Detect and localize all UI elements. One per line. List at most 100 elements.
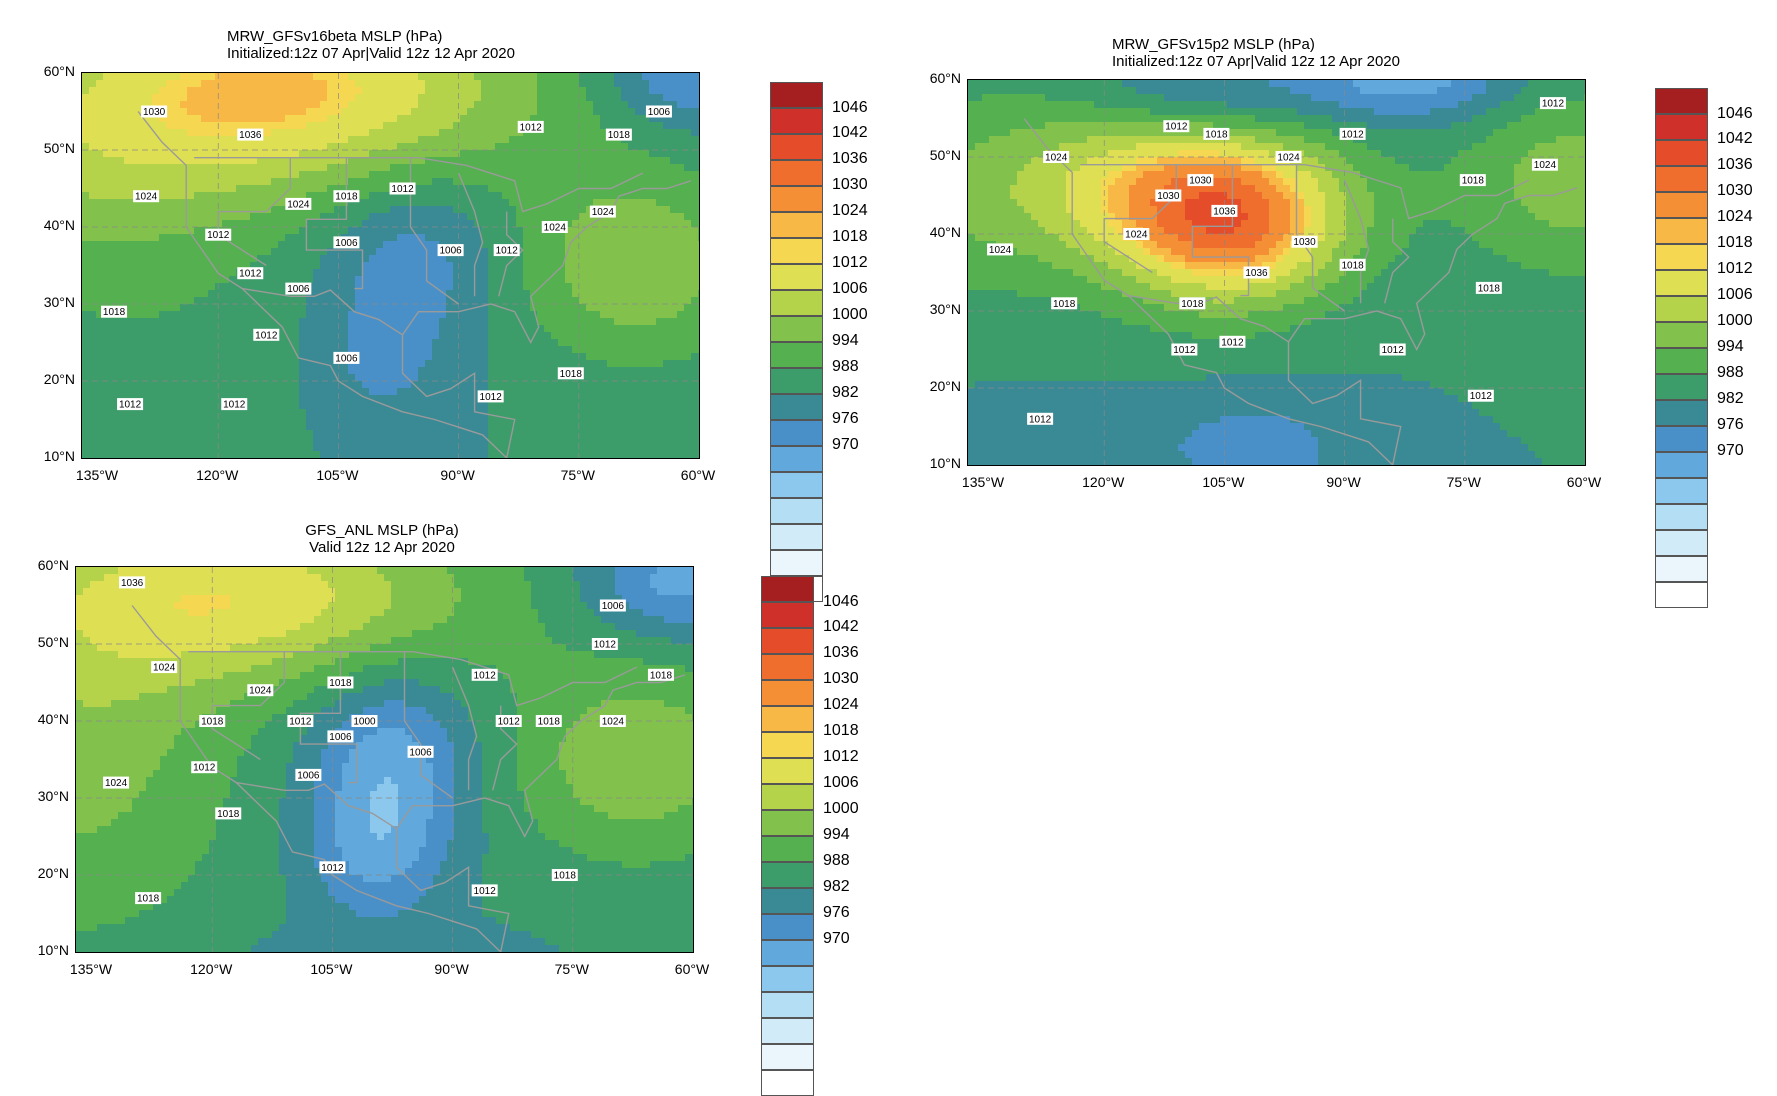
contour-label-text: 1018 xyxy=(650,670,673,681)
lat-tick-label: 10°N xyxy=(901,455,961,471)
colorbar-label: 1042 xyxy=(823,618,859,636)
title-line-2: Valid 12z 12 Apr 2020 xyxy=(292,539,472,556)
contour-label-text: 1024 xyxy=(592,207,615,218)
contour-label-text: 1012 xyxy=(223,400,246,411)
colorbar-swatch xyxy=(770,134,823,160)
lon-tick-label: 60°W xyxy=(657,961,727,977)
contour-label: 1018 xyxy=(327,677,353,690)
lon-tick-label: 105°W xyxy=(296,961,366,977)
contour-label: 1018 xyxy=(101,306,127,319)
contour-label-text: 1012 xyxy=(474,886,497,897)
lon-tick-label: 120°W xyxy=(176,961,246,977)
contour-label: 1036 xyxy=(1243,267,1269,280)
contour-label-text: 1018 xyxy=(560,369,583,380)
pressure-fill xyxy=(968,80,1585,465)
colorbar-label: 1046 xyxy=(832,99,868,117)
colorbar-label: 982 xyxy=(823,878,850,896)
contour-label-text: 1018 xyxy=(329,678,352,689)
lat-tick-label: 40°N xyxy=(9,711,69,727)
colorbar-label: 1030 xyxy=(832,176,868,194)
contour-label-text: 1018 xyxy=(1181,299,1204,310)
colorbar-swatch xyxy=(770,264,823,290)
colorbar-swatch xyxy=(770,472,823,498)
colorbar-label: 1018 xyxy=(832,228,868,246)
colorbar-label: 1024 xyxy=(832,202,868,220)
contour-label-text: 1012 xyxy=(1165,122,1188,133)
contour-label-text: 1018 xyxy=(1462,176,1485,187)
contour-label-text: 1006 xyxy=(329,732,352,743)
contour-label: 1012 xyxy=(221,398,247,411)
contour-label: 1018 xyxy=(552,869,578,882)
contour-label-text: 1018 xyxy=(1341,260,1364,271)
contour-label: 1006 xyxy=(646,106,672,119)
contour-label-text: 1018 xyxy=(1053,299,1076,310)
contour-label-text: 1024 xyxy=(153,663,176,674)
colorbar-label: 1018 xyxy=(823,722,859,740)
contour-label-text: 1024 xyxy=(135,192,158,203)
lon-tick-label: 75°W xyxy=(1429,474,1499,490)
contour-label-text: 1024 xyxy=(287,199,310,210)
contour-label: 1024 xyxy=(987,243,1013,256)
colorbar-swatch xyxy=(770,212,823,238)
colorbar-swatch xyxy=(1655,452,1708,478)
contour-label-text: 1018 xyxy=(103,307,126,318)
colorbar-label: 1042 xyxy=(832,124,868,142)
colorbar-swatch xyxy=(1655,192,1708,218)
contour-label: 1012 xyxy=(191,761,217,774)
colorbar-label: 988 xyxy=(832,358,859,376)
contour-label: 1012 xyxy=(319,861,345,874)
contour-label-text: 1012 xyxy=(239,269,262,280)
contour-label-text: 1030 xyxy=(1157,191,1180,202)
colorbar-label: 1012 xyxy=(823,748,859,766)
contour-label-text: 1006 xyxy=(602,601,625,612)
contour-label-text: 1006 xyxy=(335,238,358,249)
contour-label-text: 1012 xyxy=(1542,99,1565,110)
contour-label-text: 1012 xyxy=(321,863,344,874)
colorbar-swatch xyxy=(761,602,814,628)
mslp-field: 1030103610121018100610241024101810121012… xyxy=(82,73,699,458)
contour-label: 1018 xyxy=(135,892,161,905)
contour-label-text: 1018 xyxy=(137,894,160,905)
contour-label: 1000 xyxy=(351,715,377,728)
colorbar-swatch xyxy=(761,810,814,836)
contour-label-text: 1024 xyxy=(602,717,625,728)
lat-tick-label: 40°N xyxy=(15,217,75,233)
colorbar-label: 976 xyxy=(832,410,859,428)
colorbar-label: 994 xyxy=(832,332,859,350)
colorbar-swatch xyxy=(761,992,814,1018)
colorbar-swatch xyxy=(770,524,823,550)
contour-label-text: 1018 xyxy=(201,717,224,728)
contour-label-text: 1018 xyxy=(1478,283,1501,294)
colorbar-label: 970 xyxy=(832,436,859,454)
colorbar-swatch xyxy=(1655,244,1708,270)
contour-label-text: 1006 xyxy=(409,747,432,758)
colorbar-swatch xyxy=(770,368,823,394)
contour-label: 1012 xyxy=(117,398,143,411)
contour-label-text: 1036 xyxy=(239,130,262,141)
contour-label: 1018 xyxy=(215,807,241,820)
contour-label-text: 1012 xyxy=(207,230,230,241)
contour-label: 1030 xyxy=(1187,174,1213,187)
contour-label: 1024 xyxy=(103,777,129,790)
contour-label: 1012 xyxy=(287,715,313,728)
lat-tick-label: 30°N xyxy=(15,294,75,310)
contour-label: 1036 xyxy=(1211,205,1237,218)
contour-label-text: 1024 xyxy=(544,223,567,234)
contour-label-text: 1006 xyxy=(287,284,310,295)
contour-label-text: 1024 xyxy=(105,778,128,789)
colorbar-swatch xyxy=(1655,88,1708,114)
contour-label: 1018 xyxy=(333,190,359,203)
contour-label: 1012 xyxy=(1468,390,1494,403)
contour-label: 1024 xyxy=(1532,159,1558,172)
colorbar-swatch xyxy=(761,836,814,862)
colorbar-label: 970 xyxy=(1717,442,1744,460)
colorbar-label: 970 xyxy=(823,930,850,948)
colorbar-label: 1012 xyxy=(1717,260,1753,278)
contour-label: 1012 xyxy=(1027,413,1053,426)
colorbar-swatch xyxy=(770,316,823,342)
contour-label: 1018 xyxy=(558,367,584,380)
colorbar-label: 1000 xyxy=(832,306,868,324)
